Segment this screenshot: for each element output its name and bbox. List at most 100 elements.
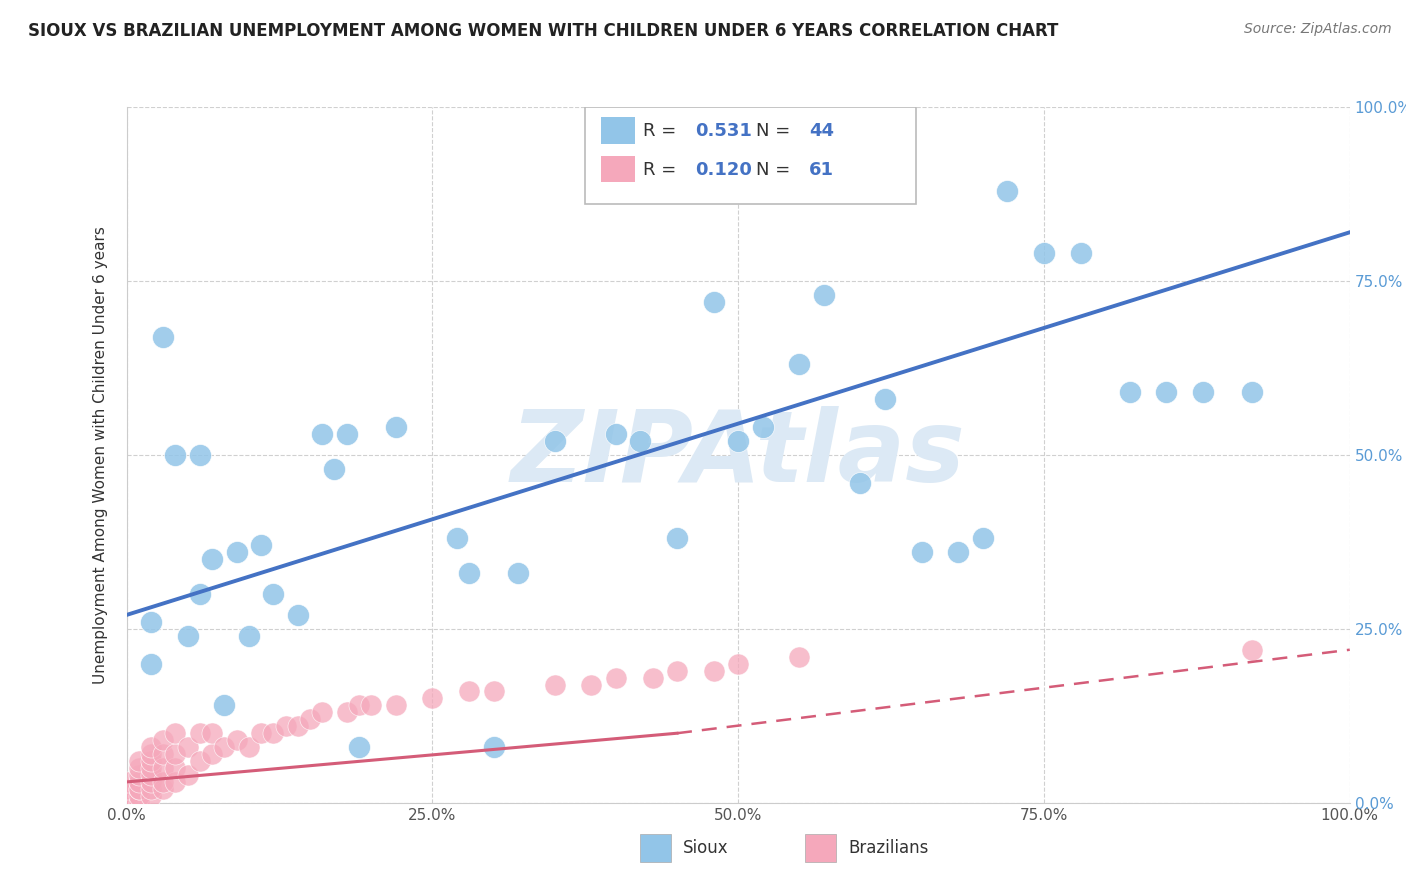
Point xyxy=(727,657,749,671)
Point xyxy=(287,719,309,733)
Point xyxy=(250,538,273,552)
Text: ZIPAtlas: ZIPAtlas xyxy=(510,407,966,503)
Point xyxy=(139,657,162,671)
Point xyxy=(789,358,811,372)
Bar xyxy=(602,156,636,182)
Point xyxy=(666,664,689,678)
Point xyxy=(128,789,150,803)
Y-axis label: Unemployment Among Women with Children Under 6 years: Unemployment Among Women with Children U… xyxy=(93,226,108,684)
Point xyxy=(152,781,174,796)
Point xyxy=(849,475,872,490)
Point xyxy=(1240,642,1263,657)
Point xyxy=(384,698,406,713)
Text: Brazilians: Brazilians xyxy=(848,839,928,857)
Text: N =: N = xyxy=(756,121,796,140)
Bar xyxy=(806,834,837,862)
Point xyxy=(225,733,247,747)
Point xyxy=(543,434,565,448)
Text: R =: R = xyxy=(643,161,682,178)
Point xyxy=(139,740,162,755)
Point xyxy=(139,789,162,803)
Point xyxy=(139,747,162,761)
Point xyxy=(1240,385,1263,400)
Text: R =: R = xyxy=(643,121,682,140)
Point xyxy=(727,434,749,448)
Point xyxy=(177,740,200,755)
Point xyxy=(139,761,162,775)
Text: 44: 44 xyxy=(808,121,834,140)
Point xyxy=(152,733,174,747)
Point xyxy=(139,754,162,768)
Point xyxy=(1070,246,1092,260)
Point xyxy=(605,427,627,442)
Point xyxy=(177,629,200,643)
Point xyxy=(311,706,333,720)
FancyBboxPatch shape xyxy=(585,107,915,204)
Point xyxy=(287,607,309,622)
Point xyxy=(506,566,529,581)
Point xyxy=(201,726,224,740)
Point xyxy=(299,712,322,726)
Point xyxy=(152,329,174,343)
Point xyxy=(628,434,651,448)
Point xyxy=(238,740,260,755)
Text: Source: ZipAtlas.com: Source: ZipAtlas.com xyxy=(1244,22,1392,37)
Point xyxy=(347,698,370,713)
Point xyxy=(789,649,811,664)
Point xyxy=(128,754,150,768)
Point xyxy=(813,288,835,302)
Point xyxy=(128,775,150,789)
Point xyxy=(336,706,359,720)
Point xyxy=(165,761,187,775)
Point xyxy=(177,768,200,782)
Point xyxy=(188,754,211,768)
Point xyxy=(1192,385,1215,400)
Point xyxy=(458,684,481,698)
Point xyxy=(128,781,150,796)
Point xyxy=(446,532,468,546)
Point xyxy=(972,532,994,546)
Point xyxy=(152,747,174,761)
Point xyxy=(703,664,725,678)
Point xyxy=(360,698,382,713)
Point xyxy=(128,796,150,810)
Point xyxy=(214,740,236,755)
Point xyxy=(948,545,970,559)
Point xyxy=(911,545,934,559)
Bar xyxy=(602,118,636,144)
Point xyxy=(214,698,236,713)
Point xyxy=(139,781,162,796)
Point xyxy=(703,294,725,309)
Point xyxy=(605,671,627,685)
Point xyxy=(262,587,284,601)
Point xyxy=(274,719,297,733)
Point xyxy=(201,552,224,566)
Point xyxy=(225,545,247,559)
Point xyxy=(152,761,174,775)
Point xyxy=(201,747,224,761)
Point xyxy=(873,392,896,407)
Point xyxy=(139,768,162,782)
Point xyxy=(238,629,260,643)
Point xyxy=(1156,385,1178,400)
Point xyxy=(641,671,664,685)
Text: 61: 61 xyxy=(808,161,834,178)
Text: SIOUX VS BRAZILIAN UNEMPLOYMENT AMONG WOMEN WITH CHILDREN UNDER 6 YEARS CORRELAT: SIOUX VS BRAZILIAN UNEMPLOYMENT AMONG WO… xyxy=(28,22,1059,40)
Point xyxy=(188,448,211,462)
Point xyxy=(115,775,138,789)
Point xyxy=(1118,385,1140,400)
Text: 0.120: 0.120 xyxy=(696,161,752,178)
Point xyxy=(139,615,162,629)
Point xyxy=(482,684,505,698)
Point xyxy=(152,775,174,789)
Point xyxy=(666,532,689,546)
Point xyxy=(128,768,150,782)
Point xyxy=(323,462,346,476)
Point xyxy=(115,781,138,796)
Text: Sioux: Sioux xyxy=(683,839,728,857)
Point xyxy=(1033,246,1056,260)
Point xyxy=(165,775,187,789)
Point xyxy=(347,740,370,755)
Point xyxy=(336,427,359,442)
Text: N =: N = xyxy=(756,161,796,178)
